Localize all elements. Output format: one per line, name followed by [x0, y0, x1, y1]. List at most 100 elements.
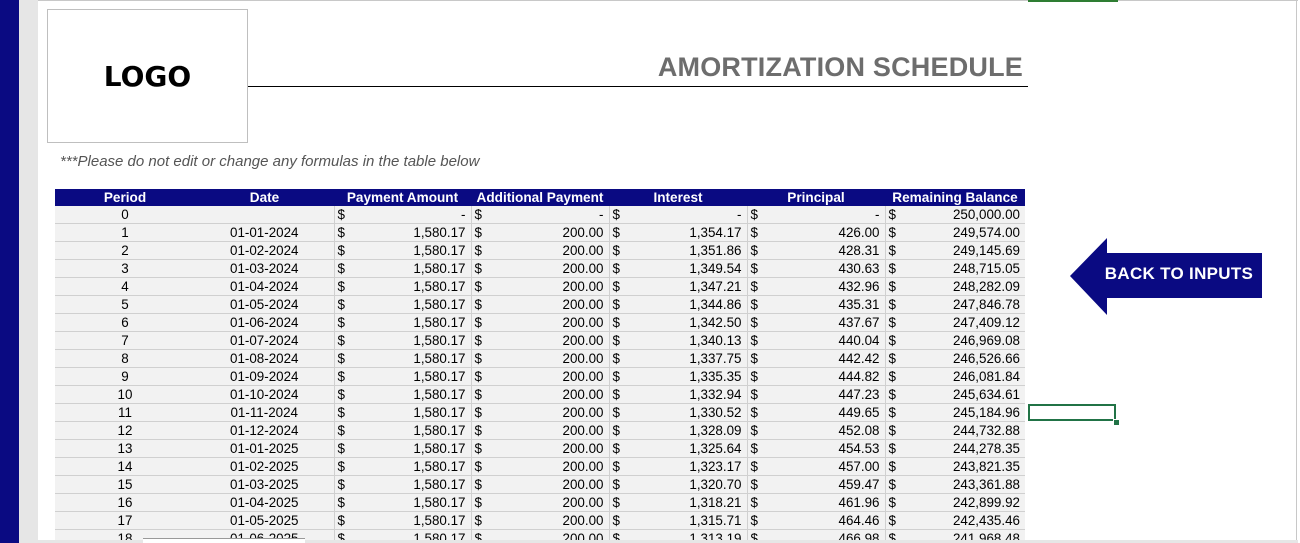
currency-symbol-cell[interactable]: $ [746, 529, 765, 543]
period-cell[interactable]: 15 [55, 475, 195, 494]
currency-symbol-cell[interactable]: $ [884, 295, 903, 314]
currency-symbol-cell[interactable]: $ [608, 241, 627, 260]
date-cell[interactable]: 01-05-2024 [195, 295, 334, 314]
payment-cell[interactable]: 1,580.17 [352, 241, 471, 260]
payment-cell[interactable]: 1,580.17 [352, 475, 471, 494]
principal-cell[interactable]: 435.31 [765, 295, 885, 314]
payment-cell[interactable]: 1,580.17 [352, 259, 471, 278]
additional-cell[interactable]: 200.00 [489, 475, 609, 494]
period-cell[interactable]: 3 [55, 259, 195, 278]
column-header-period[interactable]: Period [55, 189, 195, 206]
period-cell[interactable]: 4 [55, 277, 195, 296]
additional-cell[interactable]: - [489, 206, 609, 224]
back-to-inputs-button[interactable]: BACK TO INPUTS [1070, 238, 1264, 315]
period-cell[interactable]: 6 [55, 313, 195, 332]
payment-cell[interactable]: 1,580.17 [352, 385, 471, 404]
currency-symbol-cell[interactable]: $ [884, 529, 903, 543]
payment-cell[interactable]: 1,580.17 [352, 223, 471, 242]
additional-cell[interactable]: 200.00 [489, 295, 609, 314]
interest-cell[interactable]: 1,328.09 [627, 421, 747, 440]
currency-symbol-cell[interactable]: $ [746, 457, 765, 476]
additional-cell[interactable]: 200.00 [489, 493, 609, 512]
principal-cell[interactable]: 464.46 [765, 511, 885, 530]
balance-cell[interactable]: 243,361.88 [903, 475, 1025, 494]
interest-cell[interactable]: 1,351.86 [627, 241, 747, 260]
principal-cell[interactable]: 459.47 [765, 475, 885, 494]
currency-symbol-cell[interactable]: $ [608, 331, 627, 350]
principal-cell[interactable]: 457.00 [765, 457, 885, 476]
currency-symbol-cell[interactable]: $ [333, 457, 352, 476]
payment-cell[interactable]: 1,580.17 [352, 403, 471, 422]
currency-symbol-cell[interactable]: $ [608, 493, 627, 512]
column-header-payment-amount[interactable]: Payment Amount [334, 189, 471, 206]
column-header-principal[interactable]: Principal [747, 189, 885, 206]
currency-symbol-cell[interactable]: $ [608, 313, 627, 332]
additional-cell[interactable]: 200.00 [489, 367, 609, 386]
currency-symbol-cell[interactable]: $ [884, 367, 903, 386]
date-cell[interactable]: 01-07-2024 [195, 331, 334, 350]
additional-cell[interactable]: 200.00 [489, 403, 609, 422]
currency-symbol-cell[interactable]: $ [470, 403, 489, 422]
interest-cell[interactable]: 1,347.21 [627, 277, 747, 296]
currency-symbol-cell[interactable]: $ [470, 349, 489, 368]
column-header-remaining-balance[interactable]: Remaining Balance [885, 189, 1025, 206]
payment-cell[interactable]: 1,580.17 [352, 421, 471, 440]
currency-symbol-cell[interactable]: $ [884, 457, 903, 476]
currency-symbol-cell[interactable]: $ [333, 385, 352, 404]
currency-symbol-cell[interactable]: $ [746, 493, 765, 512]
payment-cell[interactable]: 1,580.17 [352, 277, 471, 296]
additional-cell[interactable]: 200.00 [489, 259, 609, 278]
currency-symbol-cell[interactable]: $ [608, 223, 627, 242]
currency-symbol-cell[interactable]: $ [333, 421, 352, 440]
date-cell[interactable]: 01-09-2024 [195, 367, 334, 386]
currency-symbol-cell[interactable]: $ [470, 277, 489, 296]
currency-symbol-cell[interactable]: $ [608, 206, 627, 224]
currency-symbol-cell[interactable]: $ [884, 421, 903, 440]
currency-symbol-cell[interactable]: $ [746, 295, 765, 314]
currency-symbol-cell[interactable]: $ [746, 403, 765, 422]
currency-symbol-cell[interactable]: $ [333, 259, 352, 278]
additional-cell[interactable]: 200.00 [489, 241, 609, 260]
currency-symbol-cell[interactable]: $ [884, 223, 903, 242]
period-cell[interactable]: 5 [55, 295, 195, 314]
currency-symbol-cell[interactable]: $ [884, 331, 903, 350]
balance-cell[interactable]: 249,145.69 [903, 241, 1025, 260]
balance-cell[interactable]: 246,081.84 [903, 367, 1025, 386]
balance-cell[interactable]: 250,000.00 [903, 206, 1025, 224]
additional-cell[interactable]: 200.00 [489, 277, 609, 296]
date-cell[interactable]: 01-03-2025 [195, 475, 334, 494]
period-cell[interactable]: 10 [55, 385, 195, 404]
currency-symbol-cell[interactable]: $ [746, 439, 765, 458]
currency-symbol-cell[interactable]: $ [746, 313, 765, 332]
payment-cell[interactable]: 1,580.17 [352, 439, 471, 458]
payment-cell[interactable]: 1,580.17 [352, 331, 471, 350]
currency-symbol-cell[interactable]: $ [884, 206, 903, 224]
period-cell[interactable]: 16 [55, 493, 195, 512]
currency-symbol-cell[interactable]: $ [608, 475, 627, 494]
currency-symbol-cell[interactable]: $ [470, 223, 489, 242]
date-cell[interactable]: 01-02-2024 [195, 241, 334, 260]
currency-symbol-cell[interactable]: $ [470, 259, 489, 278]
principal-cell[interactable]: 454.53 [765, 439, 885, 458]
additional-cell[interactable]: 200.00 [489, 457, 609, 476]
additional-cell[interactable]: 200.00 [489, 331, 609, 350]
payment-cell[interactable]: 1,580.17 [352, 349, 471, 368]
period-cell[interactable]: 13 [55, 439, 195, 458]
payment-cell[interactable]: 1,580.17 [352, 493, 471, 512]
interest-cell[interactable]: 1,335.35 [627, 367, 747, 386]
interest-cell[interactable]: 1,315.71 [627, 511, 747, 530]
date-cell[interactable]: 01-11-2024 [195, 403, 334, 422]
principal-cell[interactable]: 461.96 [765, 493, 885, 512]
period-cell[interactable]: 8 [55, 349, 195, 368]
payment-cell[interactable]: 1,580.17 [352, 295, 471, 314]
period-cell[interactable]: 2 [55, 241, 195, 260]
currency-symbol-cell[interactable]: $ [884, 349, 903, 368]
period-cell[interactable]: 11 [55, 403, 195, 422]
currency-symbol-cell[interactable]: $ [608, 511, 627, 530]
currency-symbol-cell[interactable]: $ [884, 313, 903, 332]
payment-cell[interactable]: 1,580.17 [352, 313, 471, 332]
interest-cell[interactable]: 1,330.52 [627, 403, 747, 422]
currency-symbol-cell[interactable]: $ [746, 241, 765, 260]
balance-cell[interactable]: 245,184.96 [903, 403, 1025, 422]
principal-cell[interactable]: 430.63 [765, 259, 885, 278]
